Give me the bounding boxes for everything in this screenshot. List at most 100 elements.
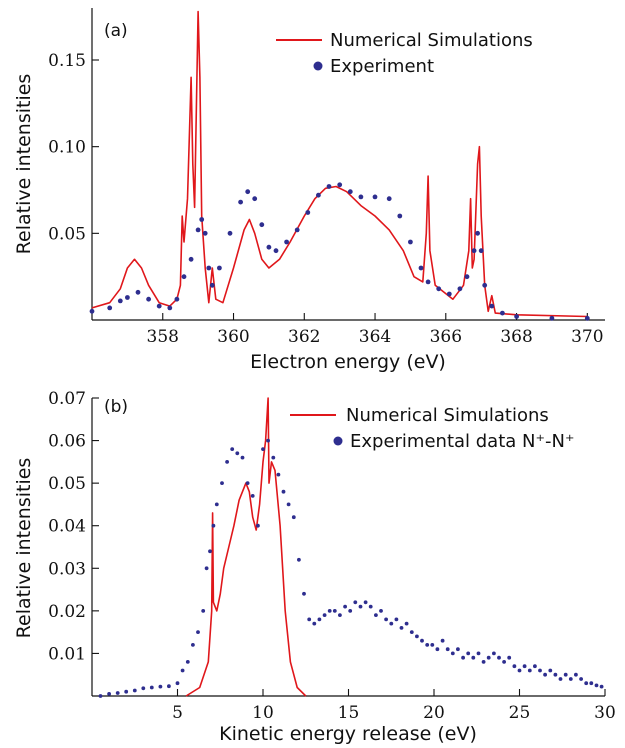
panel-b-experiment-point: [579, 677, 583, 681]
panel-b-experiment-point: [211, 523, 216, 528]
panel-b-experiment-point: [430, 643, 435, 647]
panel-b-experiment-point: [338, 613, 342, 617]
panel-b-experiment-point: [384, 617, 388, 622]
panel-a-y-tick-label: 0.15: [48, 51, 86, 71]
panel-a-experiment-point: [174, 296, 180, 302]
panel-b-experiment-point: [420, 638, 424, 643]
panel-a-experiment-point: [358, 194, 364, 200]
panel-b-experiment-point: [481, 660, 486, 664]
panel-b-experiment-point: [196, 630, 200, 634]
panel-b-experiment-point: [201, 609, 206, 613]
panel-a-legend-exp-swatch: [313, 61, 323, 71]
panel-b-x-tick-label: 5: [172, 703, 183, 723]
panel-b-x-tick-label: 15: [338, 703, 360, 723]
panel-b-experiment-point: [348, 609, 353, 613]
panel-b-y-tick-label: 0.07: [48, 389, 86, 409]
panel-b-y-tick-label: 0.06: [48, 432, 86, 452]
panel-b-experiment-point: [476, 651, 481, 656]
panel-b-experiment-point: [466, 651, 471, 656]
panel-b-experiment-point: [538, 668, 542, 673]
panel-b-experiment-point: [507, 655, 512, 660]
panel-b-label: (b): [104, 397, 128, 417]
panel-a-experiment-point: [316, 192, 321, 198]
panel-b-experiment-point: [353, 600, 358, 605]
panel-b-legend: Numerical Simulations Experimental data …: [290, 405, 574, 452]
panel-a-experiment-point: [457, 286, 463, 292]
panel-a-y-ticks: 0.05 0.10 0.15: [48, 51, 99, 244]
panel-b-experiment-point: [271, 455, 276, 460]
panel-a-x-tick-label: 362: [288, 327, 320, 347]
panel-b-experiment-point: [175, 681, 180, 686]
panel-a-experiment-point: [478, 248, 484, 254]
panel-b-experiment-point: [589, 681, 594, 686]
panel-b-experiment-point: [599, 684, 604, 689]
panel-b-experiment-point: [214, 502, 219, 507]
panel-b-experiment-point: [512, 664, 517, 669]
panel-b-experiment-point: [230, 447, 235, 451]
panel-b-experiment-point: [425, 643, 430, 647]
panel-a-x-tick-label: 360: [217, 327, 249, 347]
panel-b-experiment-point: [527, 668, 532, 673]
panel-b-y-ticks: 0.01 0.02 0.03 0.04 0.05 0.06 0.07: [48, 389, 99, 664]
panel-b-experiment-point: [158, 684, 163, 689]
panel-b-experiment-point: [435, 647, 440, 652]
panel-b-experiment-point: [456, 647, 460, 652]
panel-b-experiment-point: [563, 672, 568, 677]
panel-b-legend-sim-label: Numerical Simulations: [346, 405, 549, 426]
panel-b-experiment-point: [368, 604, 373, 609]
panel-a-x-tick-label: 368: [500, 327, 532, 347]
panel-b-experiment-point: [486, 655, 491, 660]
panel-b-legend-exp-swatch: [333, 436, 343, 446]
panel-a-experiment-point: [188, 256, 194, 262]
panel-b-legend-exp-label: Experimental data N⁺-N⁺: [350, 431, 574, 452]
panel-b-y-tick-label: 0.01: [48, 644, 86, 664]
panel-a-experiment-point: [209, 282, 215, 288]
panel-a-y-tick-label: 0.10: [48, 138, 86, 158]
panel-b: 5 10 15 20 25 30 0.01 0.02 0.03 0.04 0.05 0.06 0.07…: [13, 389, 616, 745]
panel-b-experiment-point: [225, 460, 230, 464]
panel-a-experiment-point: [436, 286, 442, 292]
panel-b-x-axis-label: Kinetic energy release (eV): [219, 723, 477, 745]
panel-a-x-tick-label: 366: [430, 327, 462, 347]
panel-b-simulation-line: [185, 397, 307, 697]
panel-b-x-tick-label: 30: [594, 703, 616, 723]
panel-a-experiment-point: [397, 213, 403, 219]
panel-b-experiment-point: [399, 626, 404, 630]
panel-a-experiment-point: [259, 222, 265, 228]
panel-b-y-axis-label: Relative intensities: [13, 458, 35, 639]
panel-b-experiment-point: [543, 672, 547, 677]
panel-a-experiment-point: [446, 291, 452, 297]
panel-a-experiment-point: [195, 227, 201, 233]
panel-b-y-tick-label: 0.05: [48, 474, 86, 494]
panel-b-experiment-point: [312, 621, 317, 626]
panel-a-x-tick-label: 364: [359, 327, 391, 347]
panel-a-experiment-point: [489, 303, 495, 309]
panel-b-x-tick-label: 20: [423, 703, 445, 723]
panel-b-experiment-point: [307, 617, 312, 622]
panel-b-x-ticks: 5 10 15 20 25 30: [172, 689, 616, 723]
panel-b-experiment-point: [98, 694, 103, 698]
panel-b-experiment-point: [558, 677, 563, 681]
panel-b-experiment-point: [276, 472, 281, 477]
panel-b-experiment-point: [167, 684, 171, 689]
panel-a-experiment-point: [549, 315, 555, 321]
panel-b-experiment-point: [363, 600, 368, 605]
panel-a-experiment-point: [372, 194, 378, 200]
panel-b-experiment-point: [574, 672, 578, 677]
panel-a-experiment-point: [326, 184, 332, 189]
panel-b-x-tick-label: 10: [252, 703, 274, 723]
panel-b-experiment-point: [440, 638, 445, 643]
panel-a-legend: Numerical Simulations Experiment: [276, 30, 533, 77]
panel-a-y-tick-label: 0.05: [48, 224, 86, 244]
panel-a-legend-sim-label: Numerical Simulations: [330, 30, 533, 51]
panel-b-experiment-point: [404, 621, 409, 626]
panel-b-experiment-point: [250, 494, 255, 498]
panel-a-experiment-point: [305, 210, 311, 215]
panel-b-experiment-point: [389, 621, 394, 626]
panel-b-experiment-point: [124, 689, 129, 694]
panel-a-experiment-point: [266, 244, 272, 250]
panel-a-experiment-point: [89, 308, 95, 314]
panel-b-experiment-point: [327, 609, 332, 613]
panel-a-experiment-point: [107, 305, 113, 311]
